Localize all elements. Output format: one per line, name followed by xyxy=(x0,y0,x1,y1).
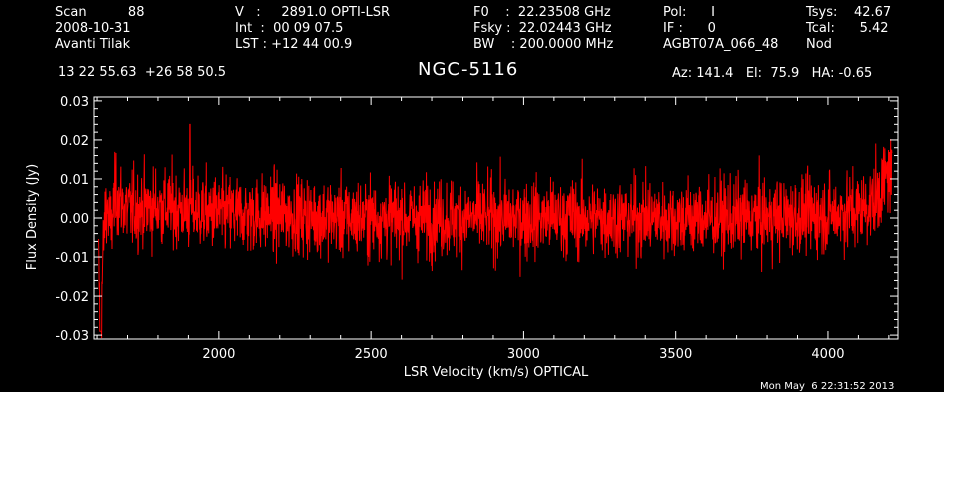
y-tick-label: 0.02 xyxy=(60,134,89,149)
y-tick-label: 0.00 xyxy=(60,212,89,227)
header-pol: Pol: I xyxy=(663,5,715,20)
header-procedure: Nod xyxy=(806,37,832,52)
header-date: 2008-10-31 xyxy=(55,21,131,36)
header-fsky: Fsky : 22.02443 GHz xyxy=(473,21,612,36)
header-coordinates: 13 22 55.63 +26 58 50.5 xyxy=(58,65,227,80)
y-axis-label: Flux Density (Jy) xyxy=(25,164,40,270)
header-integration: Int : 00 09 07.5 xyxy=(235,21,344,36)
header-f0: F0 : 22.23508 GHz xyxy=(473,5,611,20)
y-tick-label: -0.02 xyxy=(55,290,89,305)
x-tick-label: 3000 xyxy=(507,347,540,362)
chart-title: NGC-5116 xyxy=(418,59,519,80)
axes-layer: 2000 2500 3000 3500 4000 -0.03 -0.02 -0.01 0.00 0… xyxy=(55,95,899,362)
header-project: AGBT07A_066_48 xyxy=(663,37,779,52)
y-tick-label: -0.01 xyxy=(55,251,89,266)
header-bw: BW : 200.0000 MHz xyxy=(473,37,614,52)
y-tick-label: 0.03 xyxy=(60,95,89,110)
x-tick-label: 2500 xyxy=(355,347,388,362)
plot-timestamp: Mon May 6 22:31:52 2013 xyxy=(760,381,895,392)
x-tick-label: 4000 xyxy=(811,347,844,362)
header-observer: Avanti Tilak xyxy=(55,37,131,52)
spectrum-chart: 2000 2500 3000 3500 4000 -0.03 -0.02 -0.01 0.00 0… xyxy=(25,95,899,380)
x-axis-label: LSR Velocity (km/s) OPTICAL xyxy=(404,365,589,380)
spectrum-trace-layer xyxy=(98,123,893,339)
y-tick-label: -0.03 xyxy=(55,329,89,344)
header-if: IF : 0 xyxy=(663,21,716,36)
y-tick-label: 0.01 xyxy=(60,173,89,188)
header-tsys: Tsys: 42.67 xyxy=(806,5,892,20)
spectrum-series-line xyxy=(98,123,893,339)
x-tick-label: 3500 xyxy=(659,347,692,362)
header-tcal: Tcal: 5.42 xyxy=(806,21,889,36)
header-lst: LST : +12 44 00.9 xyxy=(235,37,353,52)
x-tick-label: 2000 xyxy=(202,347,235,362)
header-scan-line: Scan 88 xyxy=(55,5,145,20)
header-velocity: V : 2891.0 OPTI-LSR xyxy=(235,5,391,20)
header-az-el-ha: Az: 141.4 El: 75.9 HA: -0.65 xyxy=(672,66,873,81)
